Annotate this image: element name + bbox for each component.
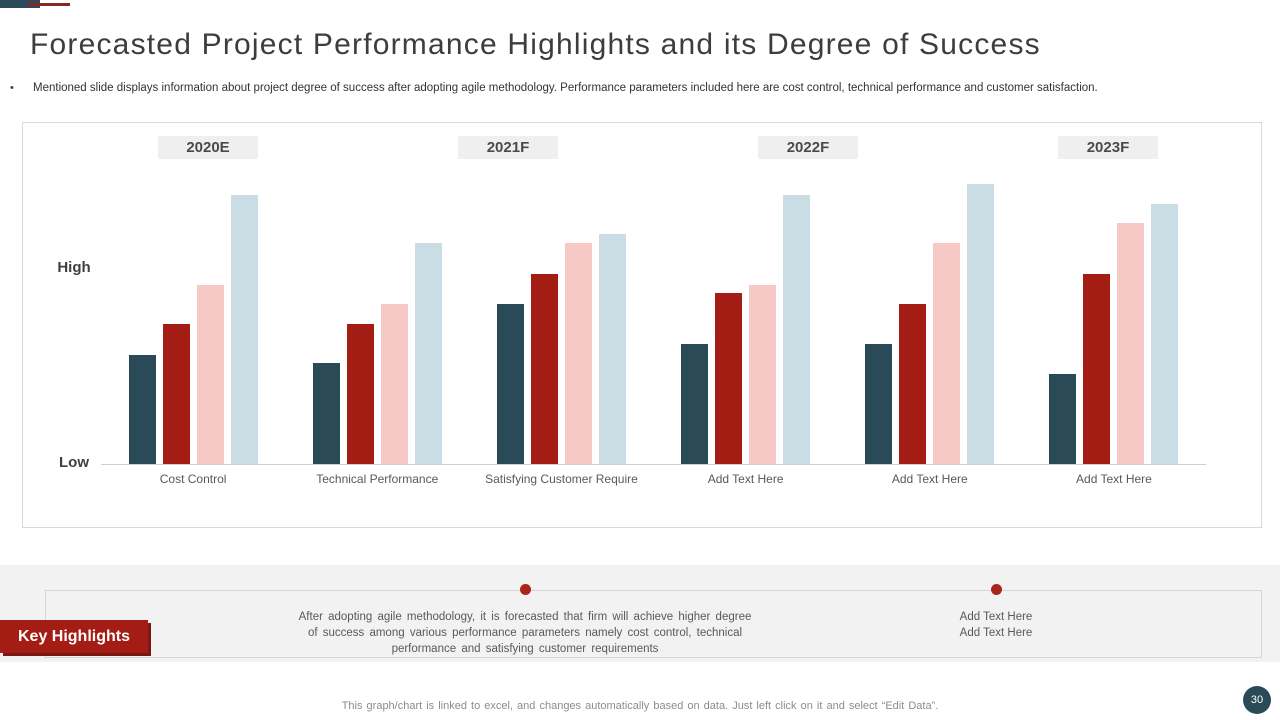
year-label: 2023F (1058, 136, 1158, 159)
bar-series-3 (933, 243, 961, 464)
highlight-marker-dot-1 (520, 584, 531, 595)
year-label: 2022F (758, 136, 858, 159)
bar-series-1 (1049, 374, 1077, 464)
bar-series-2 (715, 293, 743, 464)
page-title: Forecasted Project Performance Highlight… (30, 28, 1041, 61)
bar-group (469, 184, 653, 464)
bar-series-3 (1117, 223, 1145, 464)
bar-series-3 (564, 243, 592, 464)
bar-series-4 (230, 195, 258, 464)
bar-group (654, 184, 838, 464)
category-label: Cost Control (159, 472, 227, 486)
category-labels: Cost Control Technical Performance Satisfy… (101, 472, 1206, 486)
bullet-marker: • (10, 82, 14, 94)
bar-series-1 (681, 344, 709, 464)
category-label: Add Text Here (707, 472, 784, 486)
bar-series-3 (749, 285, 777, 464)
bar-series-3 (380, 304, 408, 464)
slide-description: Mentioned slide displays information abo… (33, 82, 1098, 94)
bar-series-2 (530, 274, 558, 464)
key-highlights-label: Key Highlights (0, 620, 148, 653)
footer-note: This graph/chart is linked to excel, and… (341, 700, 939, 712)
y-axis-high-label: High (57, 259, 91, 276)
bar-group (1022, 184, 1206, 464)
bar-groups (101, 184, 1206, 464)
bar-series-4 (967, 184, 995, 464)
category-label: Add Text Here (891, 472, 968, 486)
bar-group (285, 184, 469, 464)
bar-series-1 (865, 344, 893, 464)
placeholder-line[interactable]: Add Text Here (959, 611, 1033, 623)
bar-series-4 (1151, 204, 1179, 464)
bar-series-2 (899, 304, 927, 464)
year-label: 2021F (458, 136, 558, 159)
bar-series-1 (496, 304, 524, 464)
highlight-placeholder-text[interactable]: Add Text Here Add Text Here (946, 609, 1046, 641)
bar-series-4 (783, 195, 811, 464)
bar-series-2 (162, 324, 190, 464)
bar-series-3 (196, 285, 224, 464)
highlight-marker-dot-2 (991, 584, 1002, 595)
bar-series-4 (414, 243, 442, 464)
bar-series-2 (346, 324, 374, 464)
bar-series-2 (1083, 274, 1111, 464)
key-highlights-section: Key Highlights After adopting agile meth… (0, 565, 1280, 662)
year-label: 2020E (158, 136, 258, 159)
bar-group (838, 184, 1022, 464)
y-axis-low-label: Low (59, 454, 89, 471)
chart-object[interactable]: 2020E 2021F 2022F 2023F High Low Cost Contr… (22, 122, 1262, 528)
placeholder-line[interactable]: Add Text Here (959, 627, 1033, 639)
page-number-badge: 30 (1243, 686, 1271, 714)
corner-accent-dark-bar (0, 0, 40, 8)
category-label: Add Text Here (1076, 472, 1152, 486)
highlight-note-text: After adopting agile methodology, it is … (298, 611, 752, 655)
bar-series-1 (312, 363, 340, 464)
bar-series-4 (598, 234, 626, 464)
x-axis-line (101, 464, 1206, 465)
category-label: Technical Performance (316, 472, 439, 486)
bar-series-1 (128, 355, 156, 464)
category-label: Satisfying Customer Require (485, 472, 638, 486)
bar-group (101, 184, 285, 464)
corner-accent-red-bar (28, 3, 70, 6)
